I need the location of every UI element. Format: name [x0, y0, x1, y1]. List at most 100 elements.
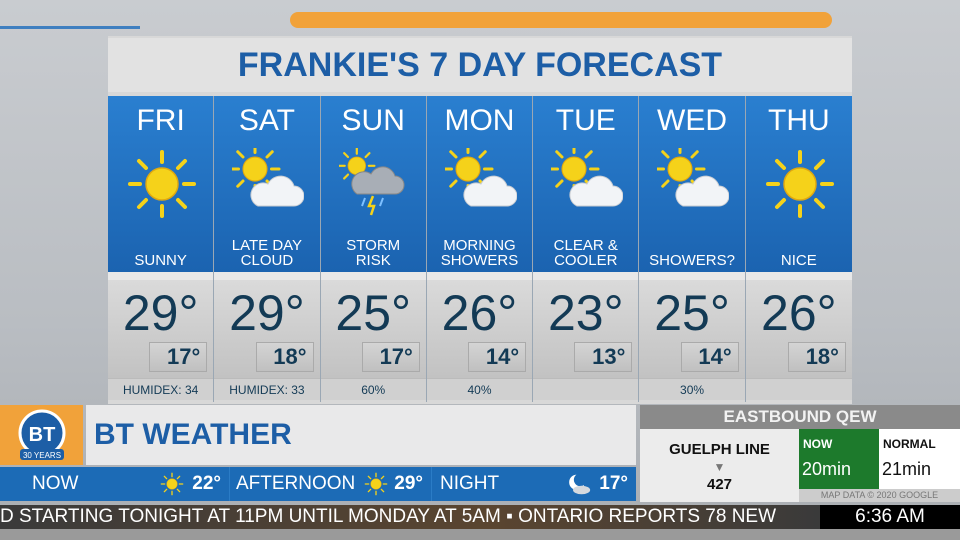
low-temp: 14° [468, 342, 527, 372]
divider [745, 272, 852, 280]
day-name: MON [444, 104, 515, 137]
news-ticker: D STARTING TONIGHT AT 11PM UNTIL MONDAY … [0, 505, 820, 529]
temps: 25° 17° [320, 280, 426, 378]
traffic-heading: EASTBOUND QEW [640, 405, 960, 429]
low-temp: 18° [255, 342, 314, 372]
bt-logo-icon: BT 30 YEARS [18, 409, 65, 460]
current-now: NOW 22° [0, 467, 230, 501]
sun-cloud-icon [232, 148, 304, 220]
extra-info: 30% [639, 378, 745, 400]
low-temp: 14° [680, 342, 739, 372]
traffic-normal: NORMAL 21min [879, 429, 960, 489]
extra-info [533, 378, 639, 400]
traffic-normal-label: NORMAL [883, 437, 936, 451]
sun-cloud-icon [657, 148, 729, 220]
temps: 25° 14° [639, 280, 745, 378]
traffic-panel: EASTBOUND QEW GUELPH LINE ▼ 427 NOW 20mi… [640, 405, 960, 502]
condition: SHOWERS? [639, 236, 744, 268]
svg-text:BT: BT [28, 424, 55, 446]
divider [426, 272, 533, 280]
forecast-day-sun: SUN STORM RISK 25° 17° 60% [320, 96, 427, 402]
svg-text:30 YEARS: 30 YEARS [22, 451, 60, 460]
down-arrow-icon: ▼ [713, 460, 726, 474]
extra-info [745, 378, 852, 400]
extra-info: HUMIDEX: 34 [108, 378, 214, 400]
condition: LATE DAY CLOUD [214, 236, 319, 268]
condition-text: NICE [780, 252, 817, 269]
sun-icon [128, 150, 196, 218]
extra-info: 40% [426, 378, 533, 400]
sun-icon [765, 150, 834, 218]
high-temp: 23° [547, 285, 624, 341]
day-name: FRI [136, 104, 185, 137]
background-orange-bar [290, 12, 832, 28]
sun-cloud-icon [551, 148, 623, 220]
storm-icon [339, 148, 411, 220]
current-label: NIGHT [440, 473, 500, 494]
map-credit: MAP DATA © 2020 GOOGLE [799, 489, 960, 502]
day-name: SUN [341, 104, 405, 137]
condition-text: STORM RISK [346, 237, 401, 269]
traffic-location: GUELPH LINE [669, 441, 770, 458]
low-temp: 13° [574, 342, 633, 372]
divider [533, 272, 639, 280]
divider [214, 272, 320, 280]
condition: SUNNY [108, 236, 213, 268]
forecast-day-thu: THU NICE 26° 18° [745, 96, 852, 402]
current-label: NOW [32, 473, 79, 494]
low-temp: 17° [149, 342, 208, 372]
forecast-panel: FRANKIE'S 7 DAY FORECAST FRI SUNNY 29° 1… [108, 36, 852, 404]
high-temp: 26° [441, 285, 518, 341]
traffic-highway: 427 [706, 476, 733, 493]
extra-info: HUMIDEX: 33 [214, 378, 320, 400]
current-conditions-bar: NOW 22° AFTERNOON 29° NIGHT 17° [0, 467, 636, 501]
traffic-now-value: 20min [802, 459, 852, 479]
high-temp: 25° [335, 285, 412, 341]
divider [639, 272, 745, 280]
condition: MORNING SHOWERS [427, 236, 532, 268]
forecast-columns: FRI SUNNY 29° 17° HUMIDEX: 34 SAT LATE D… [108, 96, 852, 402]
current-night: NIGHT 17° [432, 467, 636, 501]
sun-icon [160, 472, 184, 496]
traffic-now: NOW 20min [799, 429, 879, 489]
condition-text: MORNING SHOWERS [440, 237, 519, 269]
day-name: TUE [555, 104, 616, 137]
forecast-day-tue: TUE CLEAR & COOLER 23° 13° [533, 96, 640, 402]
extra-info: 60% [320, 378, 426, 400]
condition: STORM RISK [321, 236, 426, 268]
divider [320, 272, 426, 280]
forecast-day-mon: MON MORNING SHOWERS 26° 14° 40% [426, 96, 534, 402]
moon-cloud-icon [569, 474, 591, 495]
condition-text: SUNNY [134, 252, 187, 269]
forecast-day-fri: FRI SUNNY 29° 17° HUMIDEX: 34 [108, 96, 215, 402]
bt-logo: BT 30 YEARS [0, 405, 83, 465]
condition: NICE [746, 236, 852, 268]
temps: 29° 18° [214, 280, 320, 378]
day-name: THU [768, 104, 830, 137]
background-strip [0, 529, 960, 540]
condition-text: LATE DAY CLOUD [231, 237, 303, 269]
background-line [0, 26, 140, 29]
traffic-route: GUELPH LINE ▼ 427 [640, 429, 799, 502]
low-temp: 17° [361, 342, 420, 372]
forecast-day-wed: WED SHOWERS? 25° 14° 30% [639, 96, 746, 402]
high-temp: 29° [229, 285, 305, 341]
traffic-normal-value: 21min [882, 459, 932, 479]
temps: 29° 17° [108, 280, 214, 378]
condition-text: CLEAR & COOLER [553, 237, 618, 269]
current-temp: 22° [192, 473, 221, 494]
high-temp: 25° [654, 285, 730, 341]
divider [108, 272, 214, 280]
sun-cloud-icon [445, 148, 517, 220]
traffic-now-label: NOW [803, 437, 833, 451]
forecast-day-sat: SAT LATE DAY CLOUD 29° 18° HUMIDEX: 33 [214, 96, 321, 402]
sun-icon [364, 472, 388, 496]
current-temp: 29° [394, 473, 423, 494]
show-title: BT WEATHER [86, 405, 636, 465]
forecast-title: FRANKIE'S 7 DAY FORECAST [108, 38, 852, 92]
current-temp: 17° [599, 473, 628, 494]
high-temp: 29° [122, 285, 199, 341]
clock: 6:36 AM [820, 505, 960, 529]
day-name: SAT [238, 104, 295, 137]
condition: CLEAR & COOLER [533, 236, 638, 268]
